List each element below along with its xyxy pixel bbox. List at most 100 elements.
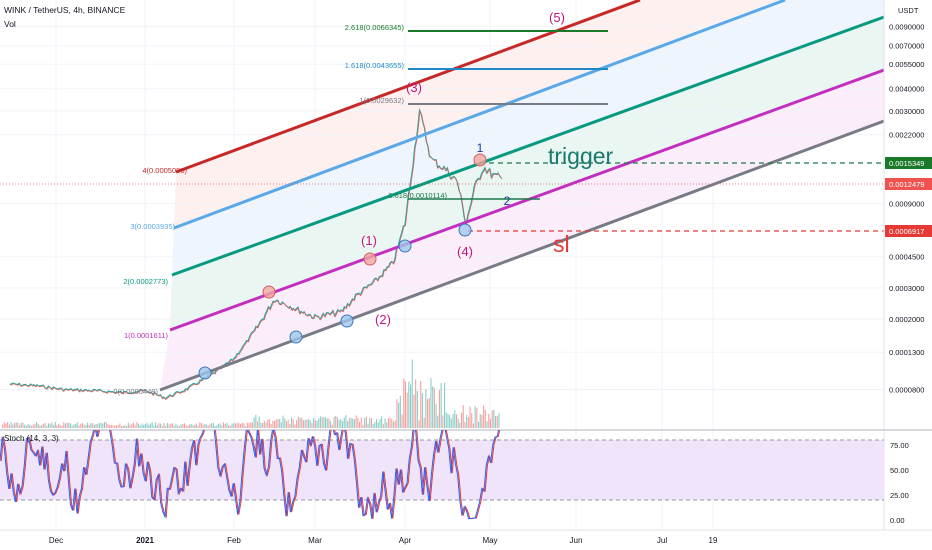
volume-bar: [478, 421, 480, 428]
volume-bar: [314, 420, 316, 428]
y-tick-label: 0.0090000: [889, 22, 924, 31]
time-axis[interactable]: Dec 2021 Feb Mar Apr May Jun Jul 19: [0, 529, 932, 545]
volume-bar: [394, 420, 396, 428]
volume-bar: [177, 425, 179, 428]
x-tick-label: Apr: [399, 536, 412, 545]
volume-bar: [204, 424, 206, 428]
volume-bar: [437, 415, 439, 428]
fib-channel-line-3[interactable]: [173, 0, 786, 230]
pivot-high-marker[interactable]: [363, 252, 377, 266]
stoch-tick-label: 25.00: [890, 491, 909, 500]
volume-bar: [155, 422, 157, 428]
volume-bar: [401, 414, 403, 428]
volume-bar: [127, 422, 129, 428]
y-tick-label: 0.0004500: [889, 253, 924, 262]
volume-bar: [172, 423, 174, 428]
volume-bar: [387, 418, 389, 428]
stoch-tick-label: 0.00: [890, 516, 905, 525]
volume-bar: [15, 422, 17, 428]
volume-bar: [41, 425, 43, 428]
volume-bar: [185, 425, 187, 428]
volume-bar: [372, 424, 374, 428]
volume-bar: [318, 418, 320, 428]
volume-bar: [350, 417, 352, 428]
volume-bar: [309, 420, 311, 428]
fib-channel-line-2[interactable]: [171, 15, 884, 277]
stoch-tick-label: 75.00: [890, 441, 909, 450]
volume-bar: [296, 420, 298, 428]
volume-bar: [369, 417, 371, 428]
volume-bar: [54, 422, 56, 428]
volume-bar: [98, 423, 100, 428]
trigger-annotation: trigger: [548, 143, 614, 169]
x-tick-label: Feb: [227, 536, 241, 545]
volume-bar: [410, 384, 412, 428]
volume-bar: [316, 420, 318, 428]
volume-bar: [29, 424, 31, 428]
volume-bar: [59, 425, 61, 428]
volume-bar: [90, 423, 92, 428]
volume-bar: [63, 422, 65, 428]
wave-labels: (1) (2) (3) (4) (5): [361, 10, 565, 327]
volume-bar: [493, 409, 495, 428]
volume-bar: [183, 423, 185, 428]
fib-channel-line-1[interactable]: [169, 68, 884, 332]
volume-bar: [71, 425, 73, 428]
volume-bar: [240, 424, 242, 428]
volume-bar: [173, 425, 175, 428]
volume-bar: [58, 423, 60, 428]
volume-bar: [360, 417, 362, 428]
volume-bar: [36, 422, 38, 428]
volume-bar: [87, 422, 89, 428]
y-tick-label: 0.0001300: [889, 348, 924, 357]
volume-bar: [214, 425, 216, 428]
volume-bar: [326, 418, 328, 428]
volume-bar: [449, 414, 451, 428]
volume-bar: [190, 423, 192, 428]
volume-bar: [180, 424, 182, 428]
volume-bar: [42, 423, 44, 428]
volume-bar: [241, 422, 243, 428]
fib-channel-line-4[interactable]: [175, 0, 641, 174]
pivot-low-marker[interactable]: [398, 239, 412, 253]
volume-label[interactable]: Vol: [4, 19, 16, 29]
pivot-high-marker[interactable]: [262, 285, 276, 299]
y-tick-labels: 0.0090000 0.0070000 0.0055000 0.0040000 0.00…: [889, 22, 924, 394]
pivot-high-marker[interactable]: [473, 153, 487, 167]
volume-bar: [170, 423, 172, 428]
volume-bar: [136, 422, 138, 428]
volume-bar: [250, 422, 252, 428]
volume-bar: [197, 425, 199, 428]
volume-bar: [224, 423, 226, 428]
volume-bar: [53, 425, 55, 428]
stoch-pane[interactable]: Stoch (14, 3, 3) 75.00 50.00 25.00 0.00: [0, 421, 932, 526]
volume-bar: [306, 419, 308, 428]
volume-bar: [297, 416, 299, 428]
volume-bar: [445, 412, 447, 428]
volume-bar: [236, 422, 238, 428]
fib-channel-label-1: 1(0.0001611): [124, 331, 169, 340]
stoch-label: Stoch (14, 3, 3): [4, 434, 59, 443]
x-tick-labels: Dec 2021 Feb Mar Apr May Jun Jul 19: [49, 536, 718, 545]
fill-band-1-2: [170, 17, 884, 330]
pivot-low-marker[interactable]: [458, 223, 472, 237]
volume-bar: [428, 397, 430, 428]
volume-bar: [122, 425, 124, 428]
wave-label-3: (3): [406, 80, 422, 95]
pivot-low-marker[interactable]: [340, 314, 354, 328]
volume-bar: [255, 414, 257, 428]
fib-channel-label-0: 0(0.0000449): [113, 387, 158, 396]
volume-bar: [270, 423, 272, 428]
fib-channel-line-0[interactable]: [159, 119, 884, 392]
price-scale[interactable]: 0.0090000 0.0070000 0.0055000 0.0040000 0.00…: [883, 0, 932, 530]
symbol-title[interactable]: WINK / TetherUS, 4h, BINANCE: [4, 5, 126, 15]
volume-bar: [251, 422, 253, 428]
volume-bar: [335, 415, 337, 428]
volume-bar: [416, 391, 418, 428]
volume-bar: [353, 419, 355, 428]
volume-bar: [56, 425, 58, 428]
volume-bar: [129, 424, 131, 428]
pivot-low-marker[interactable]: [289, 330, 303, 344]
pivot-low-marker[interactable]: [198, 366, 212, 380]
